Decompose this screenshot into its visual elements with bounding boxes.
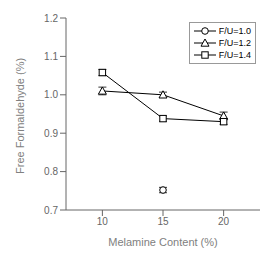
svg-text:1.0: 1.0 <box>44 89 58 100</box>
html-text:F/U=1.0: F/U=1.0 <box>218 26 251 36</box>
svg-text:20: 20 <box>218 216 230 227</box>
svg-text:0.7: 0.7 <box>44 205 58 216</box>
html-text:F/U=1.4: F/U=1.4 <box>218 50 251 60</box>
svg-text:1.2: 1.2 <box>44 13 58 24</box>
svg-text:15: 15 <box>157 216 169 227</box>
svg-text:Melamine Content (%): Melamine Content (%) <box>108 236 217 248</box>
html-text:F/U=1.2: F/U=1.2 <box>218 38 251 48</box>
svg-text:10: 10 <box>97 216 109 227</box>
svg-text:1.1: 1.1 <box>44 51 58 62</box>
svg-text:0.8: 0.8 <box>44 166 58 177</box>
svg-text:Free Formaldehyde (%): Free Formaldehyde (%) <box>14 58 26 174</box>
svg-text:0.9: 0.9 <box>44 128 58 139</box>
